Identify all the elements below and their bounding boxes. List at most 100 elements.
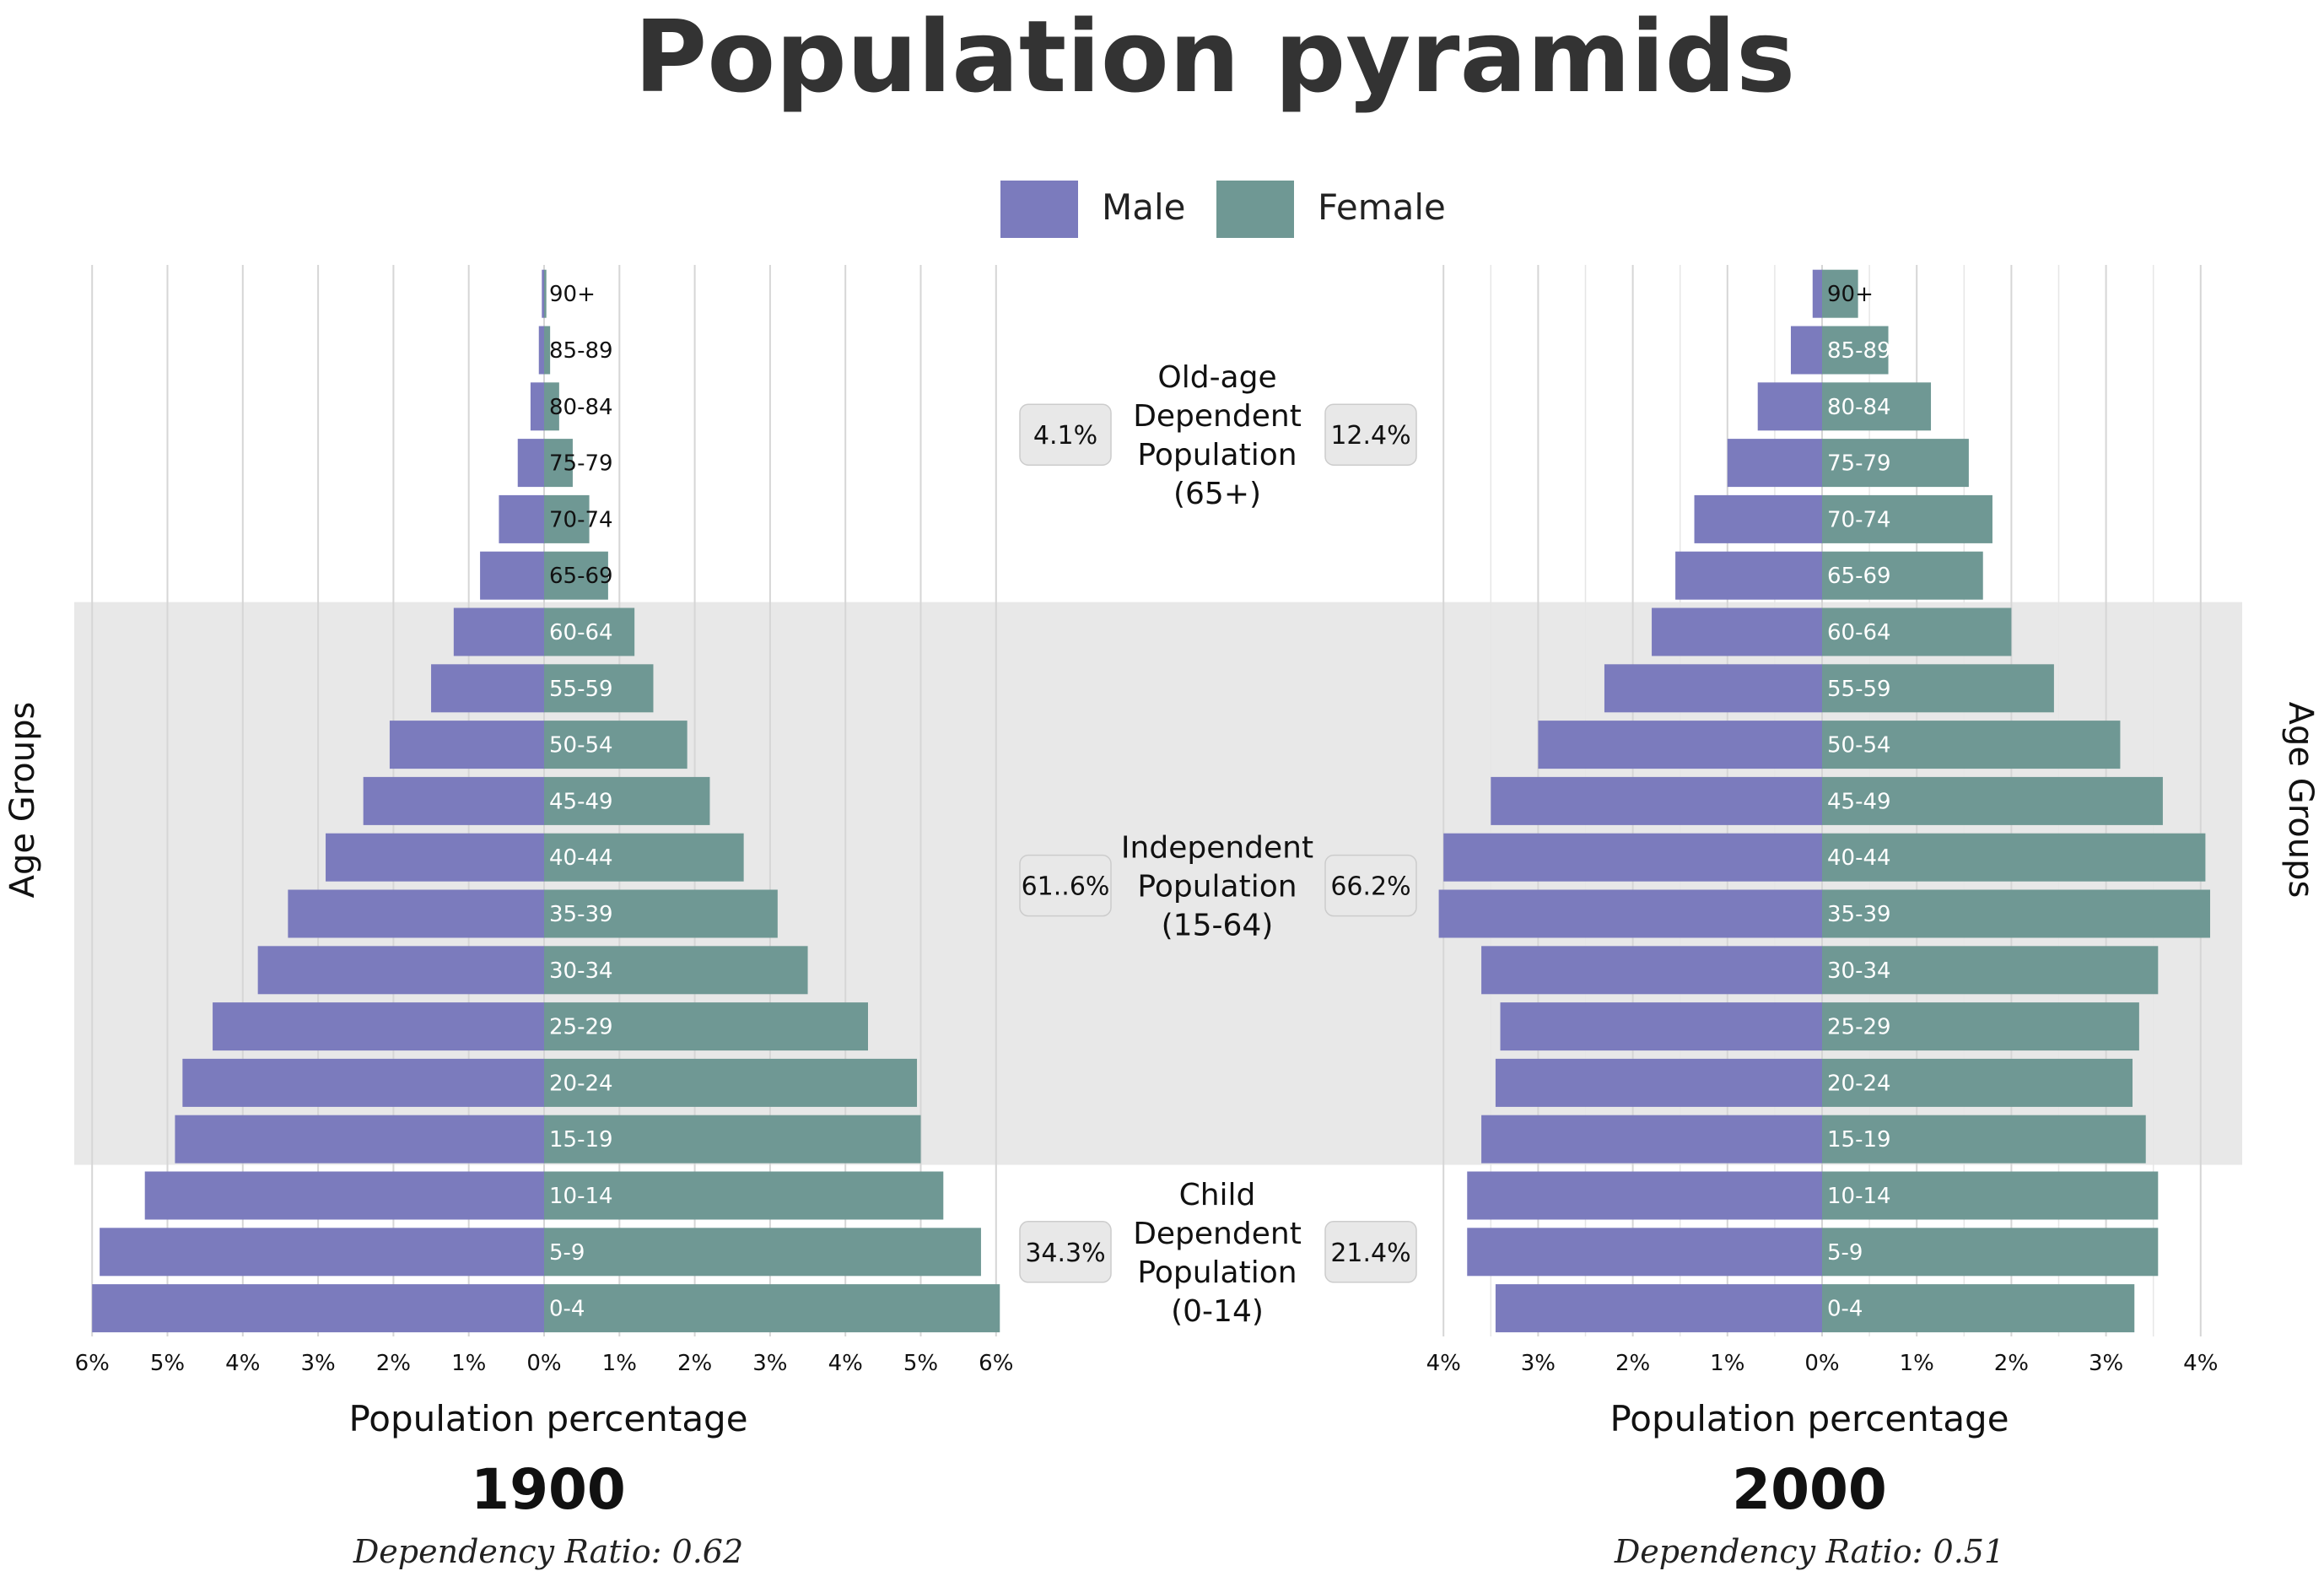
x-tick-label: 2% bbox=[1615, 1351, 1650, 1376]
pct-pill-2000 bbox=[1324, 1221, 1417, 1283]
group-label-line: Dependent bbox=[1133, 399, 1302, 434]
x-tick-label: 0% bbox=[526, 1351, 561, 1376]
bar-female-65-69 bbox=[544, 551, 608, 600]
group-label-line: (65+) bbox=[1173, 477, 1261, 511]
bar-male-50-54 bbox=[1538, 721, 1822, 769]
pct-value-2000: 66.2% bbox=[1330, 872, 1410, 902]
legend-label-male: Male bbox=[1102, 186, 1185, 228]
age-label-90+: 90+ bbox=[549, 282, 596, 307]
group-label-line: Child bbox=[1179, 1178, 1256, 1212]
bar-female-5-9 bbox=[544, 1228, 981, 1277]
bar-female-55-59 bbox=[544, 664, 654, 713]
age-label-70-74: 70-74 bbox=[1827, 507, 1891, 532]
bar-male-40-44 bbox=[1443, 833, 1822, 882]
bar-male-20-24 bbox=[182, 1058, 545, 1107]
bar-female-30-34 bbox=[1822, 946, 2159, 995]
x-tick-label: 3% bbox=[300, 1351, 335, 1376]
group-label-line: Population bbox=[1137, 438, 1297, 472]
pct-pill-1900 bbox=[1019, 403, 1112, 466]
bar-male-35-39 bbox=[1438, 889, 1822, 938]
x-tick-label: 5% bbox=[150, 1351, 185, 1376]
bar-female-0-4 bbox=[544, 1284, 1000, 1333]
age-label-75-79: 75-79 bbox=[549, 451, 613, 477]
legend-swatch-female bbox=[1216, 181, 1294, 238]
bar-female-50-54 bbox=[1822, 721, 2121, 769]
bar-male-45-49 bbox=[1491, 776, 1822, 825]
bar-female-20-24 bbox=[544, 1058, 918, 1107]
bar-female-30-34 bbox=[544, 946, 808, 995]
pct-value-1900: 61..6% bbox=[1022, 872, 1110, 902]
bar-female-70-74 bbox=[1822, 494, 1992, 543]
age-label-65-69: 65-69 bbox=[1827, 564, 1891, 589]
bar-male-15-19 bbox=[1481, 1115, 1822, 1163]
bar-male-20-24 bbox=[1495, 1058, 1822, 1107]
age-label-60-64: 60-64 bbox=[1827, 620, 1891, 645]
age-label-80-84: 80-84 bbox=[549, 395, 613, 420]
bar-male-90+ bbox=[542, 269, 544, 318]
panel-year: 1900 bbox=[471, 1457, 626, 1522]
bar-female-70-74 bbox=[544, 494, 590, 543]
age-label-5-9: 5-9 bbox=[1827, 1240, 1863, 1266]
bar-female-10-14 bbox=[1822, 1171, 2159, 1220]
bar-female-10-14 bbox=[544, 1171, 944, 1220]
bar-female-45-49 bbox=[1822, 776, 2163, 825]
bar-male-25-29 bbox=[213, 1002, 544, 1051]
bar-female-80-84 bbox=[1822, 382, 1932, 431]
x-tick-label: 2% bbox=[376, 1351, 411, 1376]
bar-female-35-39 bbox=[544, 889, 778, 938]
age-label-45-49: 45-49 bbox=[1827, 789, 1891, 814]
age-label-20-24: 20-24 bbox=[549, 1071, 613, 1096]
bar-male-80-84 bbox=[530, 382, 544, 431]
x-tick-label: 4% bbox=[828, 1351, 863, 1376]
age-label-20-24: 20-24 bbox=[1827, 1071, 1891, 1096]
bar-female-45-49 bbox=[544, 776, 710, 825]
pyramid-1900: 0-4 5-9 10-14 15-19 20-24 25-29 30-34 35-39 40-4… bbox=[75, 265, 1014, 1570]
bar-female-85-89 bbox=[1822, 326, 1889, 375]
bar-female-15-19 bbox=[1822, 1115, 2146, 1163]
x-tick-label: 1% bbox=[1710, 1351, 1744, 1376]
pyramid-2000: 0-4 5-9 10-14 15-19 20-24 25-29 30-34 35-39 40-4… bbox=[1426, 265, 2219, 1570]
x-tick-label: 4% bbox=[225, 1351, 260, 1376]
bar-male-30-34 bbox=[1481, 946, 1822, 995]
group-label-line: Population bbox=[1137, 1255, 1297, 1290]
x-tick-label: 4% bbox=[1426, 1351, 1461, 1376]
bar-female-25-29 bbox=[1822, 1002, 2139, 1051]
bar-male-5-9 bbox=[1467, 1228, 1822, 1277]
bar-male-30-34 bbox=[257, 946, 544, 995]
age-label-40-44: 40-44 bbox=[549, 845, 613, 871]
age-label-5-9: 5-9 bbox=[549, 1240, 585, 1266]
bar-male-45-49 bbox=[363, 776, 544, 825]
age-label-80-84: 80-84 bbox=[1827, 395, 1891, 420]
x-tick-label: 6% bbox=[979, 1351, 1013, 1376]
bar-female-40-44 bbox=[1822, 833, 2206, 882]
x-tick-label: 4% bbox=[2183, 1351, 2218, 1376]
x-axis-ticks: 4% 3% 2% 1% 0% 1% 2% 3% 4% bbox=[1426, 1351, 2219, 1376]
age-label-55-59: 55-59 bbox=[549, 677, 613, 702]
age-label-50-54: 50-54 bbox=[1827, 733, 1891, 759]
bar-male-65-69 bbox=[1675, 551, 1822, 600]
bar-female-50-54 bbox=[544, 721, 687, 769]
bar-male-0-4 bbox=[92, 1284, 544, 1333]
bar-female-35-39 bbox=[1822, 889, 2211, 938]
age-label-25-29: 25-29 bbox=[549, 1015, 613, 1040]
age-label-35-39: 35-39 bbox=[1827, 902, 1891, 927]
age-label-65-69: 65-69 bbox=[549, 564, 613, 589]
dependency-ratio: Dependency Ratio: 0.62 bbox=[353, 1533, 743, 1570]
y-axis-title-left: Age Groups bbox=[3, 702, 42, 899]
age-label-30-34: 30-34 bbox=[1827, 958, 1891, 984]
pct-pill-1900 bbox=[1019, 1221, 1112, 1283]
bar-male-80-84 bbox=[1757, 382, 1822, 431]
bar-female-90+ bbox=[1822, 269, 1858, 318]
age-label-15-19: 15-19 bbox=[549, 1127, 613, 1153]
x-axis-ticks: 6% 5% 4% 3% 2% 1% 0% 1% 2% 3% 4% 5% 6% bbox=[75, 1351, 1014, 1376]
x-tick-label: 3% bbox=[752, 1351, 787, 1376]
group-label-line: Population bbox=[1137, 870, 1297, 904]
x-tick-label: 3% bbox=[2089, 1351, 2123, 1376]
bar-male-55-59 bbox=[1604, 664, 1822, 713]
dependency-groups-panel: Old-age Dependent Population (65+) 4.1% 12.4%… bbox=[1019, 360, 1417, 1329]
bar-female-40-44 bbox=[544, 833, 744, 882]
pct-value-2000: 21.4% bbox=[1330, 1239, 1410, 1268]
pct-pill-2000 bbox=[1324, 403, 1417, 466]
age-label-85-89: 85-89 bbox=[1827, 338, 1891, 364]
